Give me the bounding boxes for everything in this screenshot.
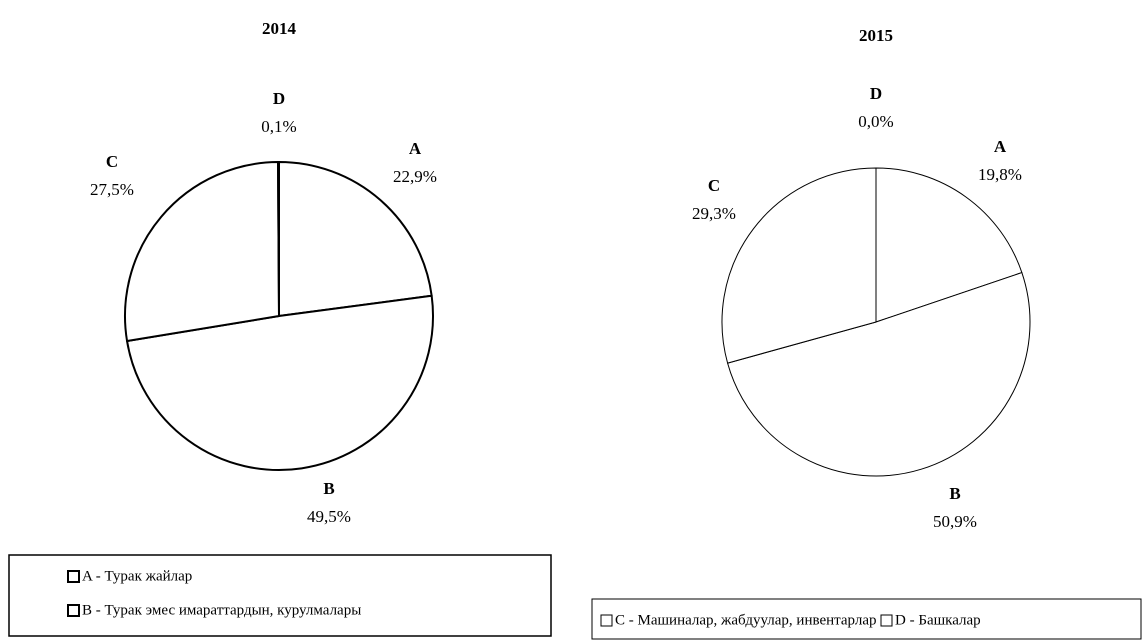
- pie-slice: [124, 161, 280, 343]
- slice-category: D: [870, 84, 882, 103]
- pie-slice: [875, 167, 1023, 323]
- slice-label: 50,9%: [933, 512, 977, 531]
- slice-category: C: [106, 152, 118, 171]
- legend-swatch: [67, 570, 80, 583]
- slice-label: 0,0%: [858, 112, 893, 131]
- pie-slice: [721, 167, 877, 364]
- slice-category: B: [949, 484, 960, 503]
- legend-swatch: [67, 604, 80, 617]
- legend-label: C - Машиналар, жабдуулар, инвентарлар: [615, 612, 877, 628]
- slice-category: B: [323, 479, 334, 498]
- slice-category: C: [708, 176, 720, 195]
- slice-label: 19,8%: [978, 165, 1022, 184]
- slice-category: A: [409, 139, 422, 158]
- legend-label: B - Турак эмес имараттардын, курулмалары: [82, 602, 361, 618]
- pie-slice: [278, 161, 433, 317]
- legend-box: [591, 598, 1142, 640]
- legend-label: D - Башкалар: [895, 612, 981, 628]
- slice-label: 22,9%: [393, 167, 437, 186]
- slice-label: 0,1%: [261, 117, 296, 136]
- slice-label: 29,3%: [692, 204, 736, 223]
- legend-swatch: [880, 614, 893, 627]
- legend-swatch: [600, 614, 613, 627]
- chart-title: 2015: [859, 26, 893, 45]
- legend-box: [8, 554, 552, 637]
- legend-label: A - Турак жайлар: [82, 568, 192, 584]
- pie-slice: [277, 160, 280, 317]
- slice-label: 49,5%: [307, 507, 351, 526]
- pie-slice: [126, 294, 434, 471]
- chart-title: 2014: [262, 19, 297, 38]
- pie-slice: [727, 272, 1031, 477]
- slice-category: D: [273, 89, 285, 108]
- slice-category: A: [994, 137, 1007, 156]
- slice-label: 27,5%: [90, 180, 134, 199]
